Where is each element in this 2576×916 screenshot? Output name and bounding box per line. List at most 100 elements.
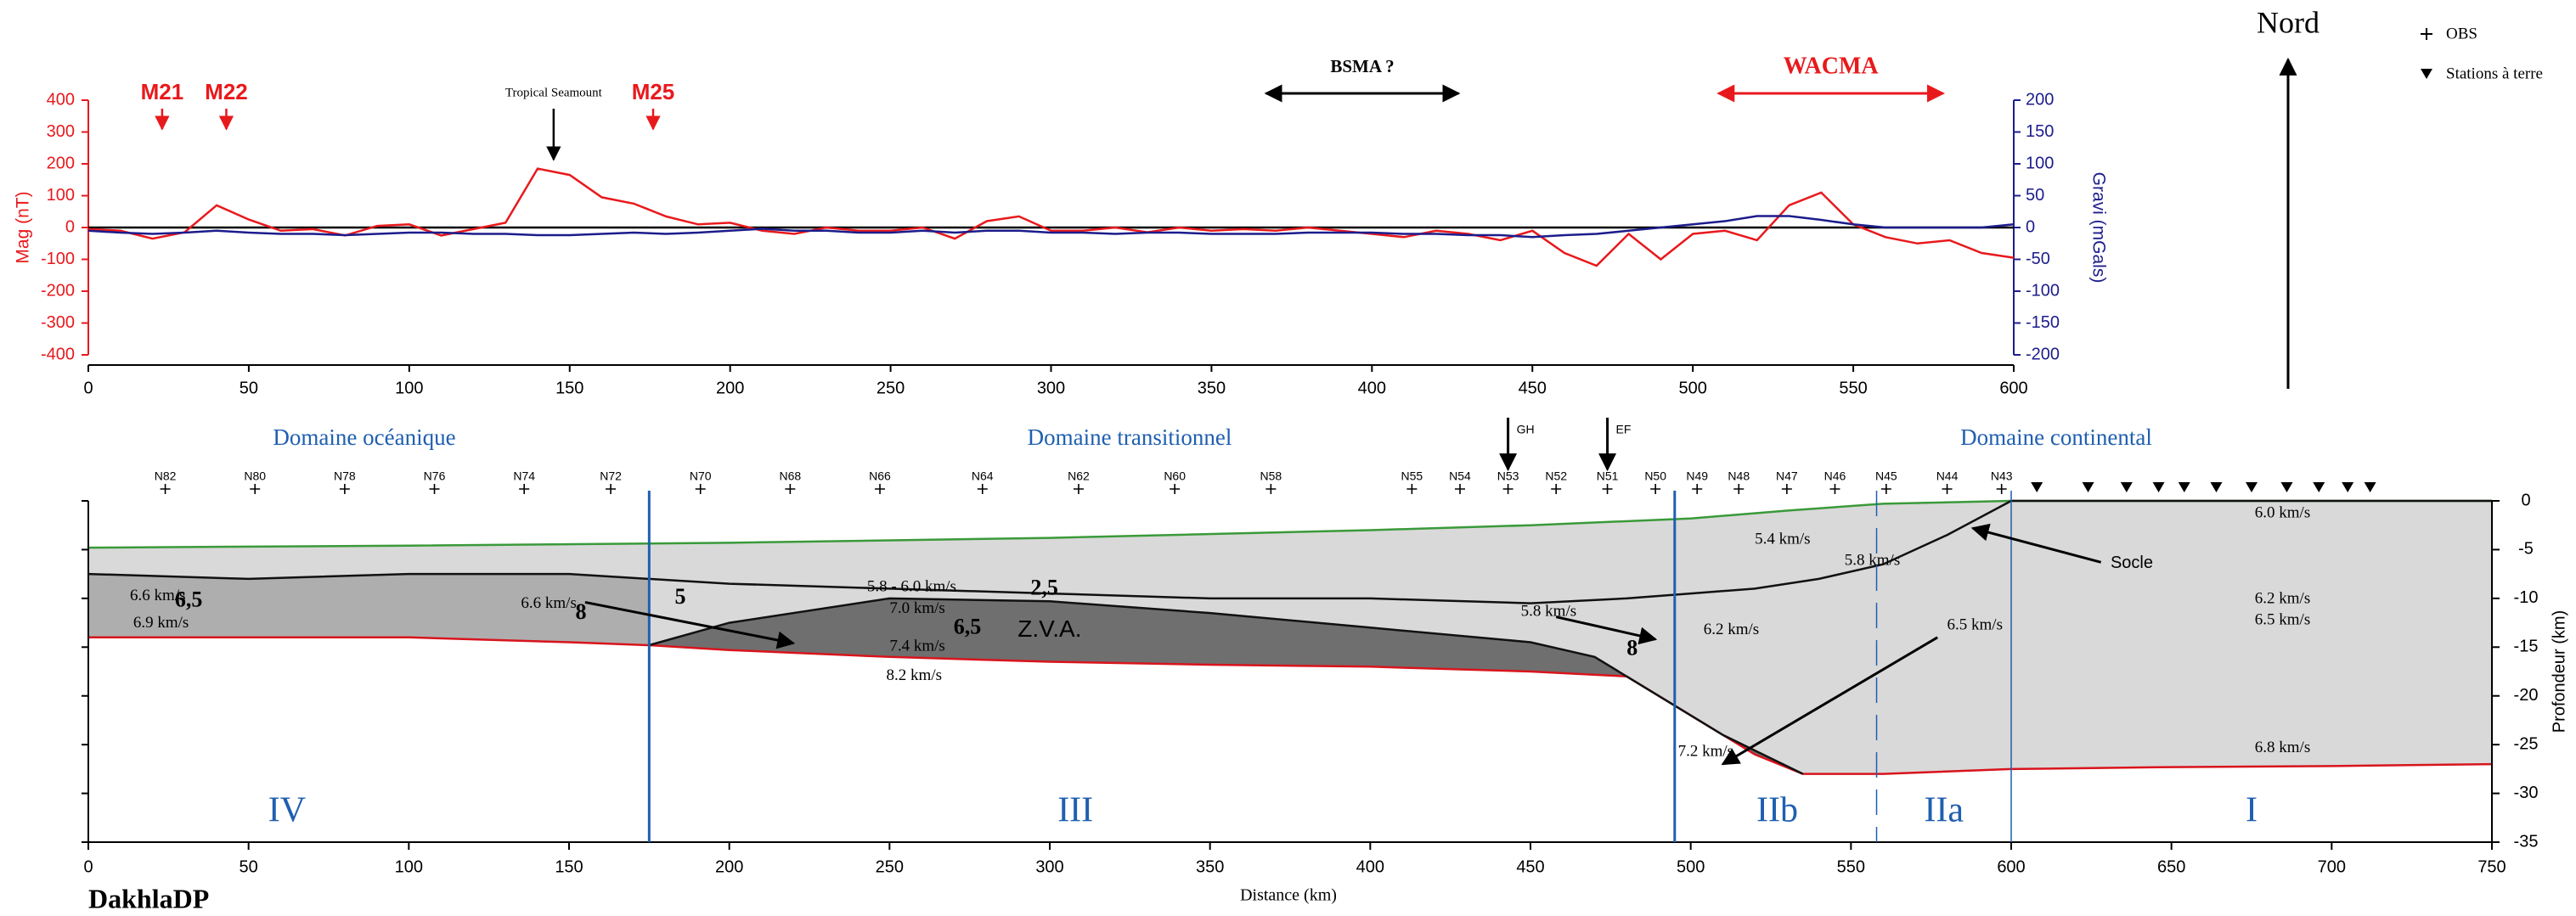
annotation-label: M21 [141,79,184,104]
station-label: N80 [244,469,266,483]
obs-station [606,484,617,494]
y2-tick-label: 50 [2026,186,2044,205]
x-axis-label: Distance (km) [1240,886,1337,905]
region-label: I [2246,791,2258,830]
x-tick-label: 250 [877,379,905,397]
station-label: N82 [155,469,177,483]
x-tick-label: 500 [1678,379,1706,397]
y2-tick-label: 0 [2026,217,2035,236]
region-label: IIa [1924,791,1964,830]
station-label: N45 [1875,469,1897,483]
x-tick-label: 300 [1035,857,1063,876]
obs-station [1406,484,1418,494]
obs-station [1829,484,1840,494]
interpretation-arrow [1721,636,1938,766]
y2-tick-label: 100 [2026,154,2054,172]
legend-obs: OBS [2446,25,2477,42]
x-tick-label: 400 [1358,379,1386,397]
x-tick-label: 50 [240,379,258,397]
data-line [87,215,2015,239]
x-tick-label: 450 [1516,857,1544,876]
marker-label: EF [1616,423,1632,436]
velocity-label: 6.5 km/s [2255,611,2310,629]
obs-station [339,484,350,494]
y-tick-label: 200 [47,154,75,172]
obs-station [1454,484,1465,494]
y-tick-label: 300 [47,122,75,141]
x-tick-label: 500 [1677,857,1705,876]
x-tick-label: 550 [1839,379,1867,397]
station-label: N70 [690,469,712,483]
velocity-label: 6.0 km/s [2255,503,2310,521]
obs-station [977,484,988,494]
legend-obs-symbol [2421,28,2432,40]
station-label: N62 [1068,469,1090,483]
velocity-gradient-label: 8 [1626,636,1637,660]
y-tick-label: 0 [65,217,75,236]
region-label: IV [268,791,306,830]
annotation-label: M25 [632,79,675,104]
horizon-line [87,499,2492,604]
y-tick-label: -300 [41,313,75,332]
velocity-gradient-label: 6,5 [175,587,203,611]
obs-station [1602,484,1613,494]
velocity-label: 6.9 km/s [133,614,189,632]
x-tick-label: 0 [83,379,93,397]
y-tick-label: 100 [47,186,75,205]
x-tick-label: 600 [1997,857,2025,876]
domain-label: Domaine transitionnel [1028,424,1232,450]
station-label: N48 [1728,469,1750,483]
x-tick-label: 350 [1196,857,1224,876]
legend-land: Stations à terre [2446,65,2543,82]
obs-station [1996,484,2007,494]
y2-tick-label: -200 [2026,345,2060,363]
station-label: N64 [972,469,994,483]
obs-station [1170,484,1181,494]
annotation-label: M22 [205,79,248,104]
station-label: N49 [1686,469,1708,483]
land-station [2152,482,2165,492]
y-tick-label: -30 [2514,784,2539,802]
station-label: N68 [780,469,802,483]
velocity-label: 5.8 km/s [1845,552,1900,570]
y2-tick-label: 150 [2026,122,2054,141]
horizon-line [87,499,2492,549]
figure-title: DakhlaDP [88,883,209,913]
land-station [2031,482,2043,492]
obs-station [785,484,796,494]
interpretation-arrow [584,600,796,649]
y-tick-label: -100 [41,250,75,268]
x-tick-label: 250 [876,857,904,876]
region-label: III [1057,791,1093,830]
station-label: N52 [1545,469,1567,483]
data-line [87,167,2015,267]
obs-station [250,484,261,494]
x-tick-label: 200 [716,379,744,397]
annotation-label: WACMA [1784,53,1880,79]
zva-fill [649,598,1803,774]
north-label: Nord [2257,5,2320,39]
obs-station [1733,484,1745,494]
y-tick-label: -25 [2514,734,2539,753]
station-label: N72 [600,469,622,483]
land-station [2210,482,2223,492]
x-tick-label: 150 [555,379,583,397]
station-label: N44 [1936,469,1959,483]
y-tick-label: 400 [47,90,75,109]
y-tick-label: -5 [2518,540,2534,559]
zva-label: Z.V.A. [1017,615,1081,642]
y-axis-label: Mag (nT) [14,191,33,263]
station-label: N55 [1401,469,1423,483]
y2-tick-label: -50 [2026,250,2050,268]
land-station [2364,482,2376,492]
marker-label: GH [1517,423,1535,436]
region-label: IIb [1756,791,1798,830]
y-axis-label: Profondeur (km) [2550,610,2568,733]
velocity-gradient-label: 6,5 [954,614,982,638]
velocity-label: 7.2 km/s [1678,743,1733,761]
obs-station [519,484,530,494]
y-tick-label: -35 [2514,832,2539,851]
station-label: N46 [1824,469,1846,483]
